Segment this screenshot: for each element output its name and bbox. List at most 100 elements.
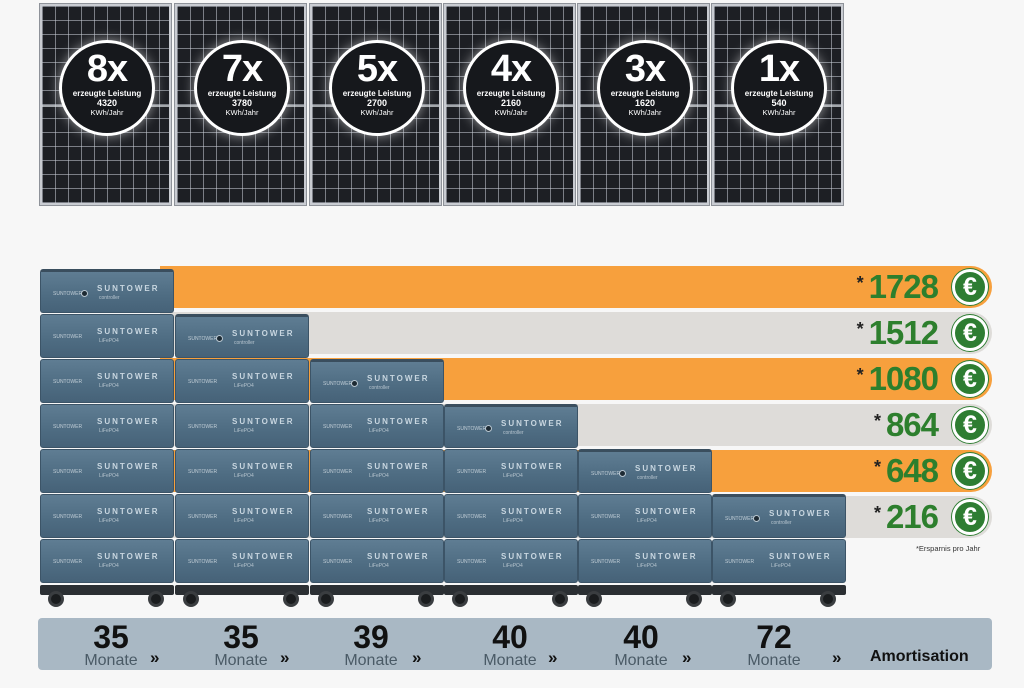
- module-subtitle: LiFePO4: [234, 473, 254, 479]
- module-brand: SUNTOWER: [97, 327, 160, 336]
- battery-base: [444, 585, 578, 595]
- module-subtitle: controller: [99, 295, 120, 301]
- module-subtitle: LiFePO4: [234, 563, 254, 569]
- wheel-icon: [48, 591, 64, 607]
- battery-module: SUNTOWER SUNTOWER LiFePO4: [175, 404, 309, 448]
- panel-output-badge: 7x erzeugte Leistung 3780 KWh/Jahr: [194, 40, 290, 136]
- module-tag: SUNTOWER: [725, 559, 755, 565]
- panel-multiplier: 3x: [624, 48, 666, 90]
- battery-module: SUNTOWER SUNTOWER LiFePO4: [310, 539, 444, 583]
- module-brand: SUNTOWER: [97, 284, 160, 293]
- savings-amount: * 1728: [857, 268, 939, 306]
- euro-icon: €: [952, 269, 988, 305]
- module-tag: SUNTOWER: [457, 426, 487, 432]
- savings-amount: * 216: [874, 498, 939, 536]
- module-tag: SUNTOWER: [323, 381, 353, 387]
- amortisation-item: 39 Monate: [316, 619, 426, 669]
- module-tag: SUNTOWER: [323, 559, 353, 565]
- wheel-icon: [820, 591, 836, 607]
- panel-output-badge: 8x erzeugte Leistung 4320 KWh/Jahr: [59, 40, 155, 136]
- panel-output-label: erzeugte Leistung: [744, 89, 814, 98]
- module-brand: SUNTOWER: [97, 462, 160, 471]
- battery-module: SUNTOWER SUNTOWER LiFePO4: [175, 539, 309, 583]
- module-brand: SUNTOWER: [367, 507, 430, 516]
- panel-output-badge: 1x erzeugte Leistung 540 KWh/Jahr: [731, 40, 827, 136]
- module-brand: SUNTOWER: [769, 552, 832, 561]
- battery-base: [712, 585, 846, 595]
- chevron-right-icon: »: [280, 648, 290, 667]
- module-tag: SUNTOWER: [188, 514, 218, 520]
- panel-output-label: erzeugte Leistung: [476, 89, 546, 98]
- module-subtitle: LiFePO4: [234, 518, 254, 524]
- battery-controller-module: SUNTOWER SUNTOWER controller: [175, 314, 309, 358]
- power-button-icon: [351, 380, 358, 387]
- asterisk: *: [873, 457, 881, 477]
- power-button-icon: [485, 425, 492, 432]
- battery-controller-module: SUNTOWER SUNTOWER controller: [444, 404, 578, 448]
- module-subtitle: controller: [369, 385, 390, 391]
- savings-amount: * 1512: [857, 314, 939, 352]
- module-tag: SUNTOWER: [188, 379, 218, 385]
- amortisation-item: 35 Monate: [186, 620, 296, 669]
- solar-panel-5x: 5x erzeugte Leistung 2700 KWh/Jahr: [310, 4, 441, 205]
- panel-output-badge: 3x erzeugte Leistung 1620 KWh/Jahr: [597, 40, 693, 136]
- chevron-right-icon: »: [548, 648, 558, 667]
- amortisation-label: Amortisation: [870, 648, 969, 665]
- module-brand: SUNTOWER: [232, 372, 295, 381]
- module-tag: SUNTOWER: [457, 469, 487, 475]
- module-subtitle: LiFePO4: [369, 518, 389, 524]
- module-tag: SUNTOWER: [457, 559, 487, 565]
- battery-controller-module: SUNTOWER SUNTOWER controller: [712, 494, 846, 538]
- module-tag: SUNTOWER: [53, 424, 83, 430]
- module-brand: SUNTOWER: [97, 417, 160, 426]
- amortisation-item: 40 Monate: [455, 619, 565, 669]
- wheel-icon: [686, 591, 702, 607]
- wheel-icon: [452, 591, 468, 607]
- amortisation-unit: Monate: [614, 652, 668, 669]
- amortisation-unit: Monate: [344, 652, 398, 669]
- battery-module: SUNTOWER SUNTOWER LiFePO4: [310, 404, 444, 448]
- module-brand: SUNTOWER: [635, 464, 698, 473]
- module-subtitle: LiFePO4: [99, 473, 119, 479]
- battery-controller-module: SUNTOWER SUNTOWER controller: [578, 449, 712, 493]
- module-brand: SUNTOWER: [367, 374, 430, 383]
- module-tag: SUNTOWER: [188, 336, 218, 342]
- module-subtitle: LiFePO4: [234, 428, 254, 434]
- module-subtitle: LiFePO4: [99, 428, 119, 434]
- asterisk: *: [873, 411, 881, 431]
- asterisk: *: [856, 319, 864, 339]
- module-brand: SUNTOWER: [97, 552, 160, 561]
- solar-panel-4x: 4x erzeugte Leistung 2160 KWh/Jahr: [444, 4, 575, 205]
- panel-output-unit: KWh/Jahr: [225, 108, 259, 117]
- module-tag: SUNTOWER: [591, 471, 621, 477]
- savings-amount: * 648: [874, 452, 939, 490]
- panel-output-value: 4320: [96, 98, 118, 108]
- module-subtitle: LiFePO4: [637, 518, 657, 524]
- savings-bar-1: * 1728 €: [160, 266, 992, 308]
- asterisk: *: [873, 503, 881, 523]
- module-tag: SUNTOWER: [53, 334, 83, 340]
- module-brand: SUNTOWER: [97, 507, 160, 516]
- module-tag: SUNTOWER: [591, 559, 621, 565]
- module-subtitle: LiFePO4: [99, 563, 119, 569]
- battery-module: SUNTOWER SUNTOWER LiFePO4: [578, 494, 712, 538]
- amortisation-months: 39: [353, 619, 389, 655]
- module-brand: SUNTOWER: [232, 507, 295, 516]
- panel-output-label: erzeugte Leistung: [342, 89, 412, 98]
- chevron-right-icon: »: [682, 648, 692, 667]
- power-button-icon: [619, 470, 626, 477]
- wheel-icon: [552, 591, 568, 607]
- panel-output-unit: KWh/Jahr: [628, 108, 662, 117]
- euro-icon: €: [952, 453, 988, 489]
- savings-footnote: *Ersparnis pro Jahr: [916, 544, 981, 553]
- solar-panel-8x: 8x erzeugte Leistung 4320 KWh/Jahr: [40, 4, 171, 205]
- wheel-icon: [720, 591, 736, 607]
- module-tag: SUNTOWER: [53, 291, 83, 297]
- module-subtitle: controller: [234, 340, 255, 346]
- amortisation-months: 40: [492, 619, 528, 655]
- battery-base: [40, 585, 174, 595]
- module-subtitle: LiFePO4: [369, 428, 389, 434]
- amortisation-unit: Monate: [747, 652, 801, 669]
- battery-base: [578, 585, 712, 595]
- battery-module: SUNTOWER SUNTOWER LiFePO4: [175, 359, 309, 403]
